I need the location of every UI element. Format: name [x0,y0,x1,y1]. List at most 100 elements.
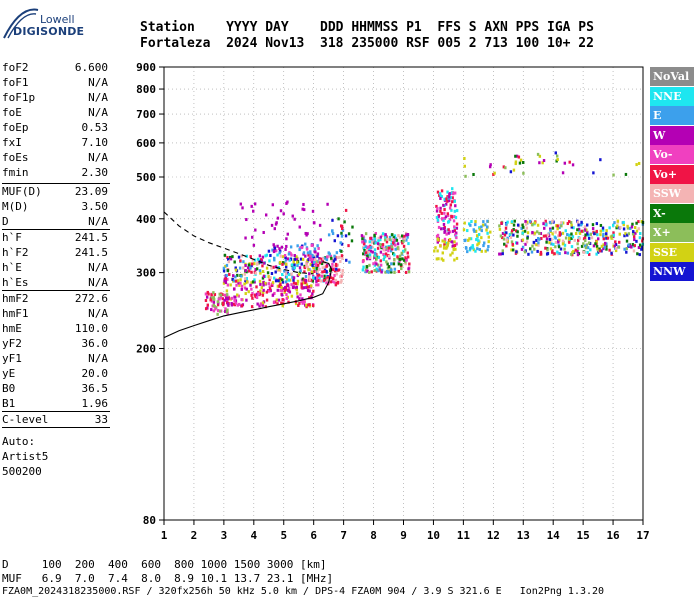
echo-point [311,292,314,296]
echo-point [314,262,318,266]
echo-point [302,281,305,285]
echo-point [273,258,276,262]
echo-point [436,240,440,244]
echo-point [578,231,582,235]
echo-point [207,292,210,296]
echo-point [223,293,227,297]
echo-point [401,249,405,253]
echo-point [307,253,310,257]
echo-point [559,247,563,251]
y-tick-label: 900 [136,61,156,74]
echo-point [253,258,257,262]
echo-point [284,285,287,289]
echo-point [577,238,580,242]
parameter-name: foF2 [2,61,29,74]
echo-point [316,254,319,258]
echo-point [632,235,636,239]
echo-point [443,229,447,233]
echo-point [234,275,237,279]
separator [2,427,110,428]
legend-item: W [650,125,694,145]
echo-point [583,225,587,229]
parameter-row: D N/A [2,214,108,229]
echo-point [372,262,375,266]
parameter-name: foF1p [2,91,36,104]
echo-point [302,286,305,290]
legend-item: Vo- [650,145,694,164]
echo-point [387,249,390,253]
echo-point [274,249,278,253]
x-tick-label: 9 [400,529,407,542]
echo-point [480,249,483,253]
echo-point [233,303,237,307]
echo-point [447,231,450,235]
echo-point [381,243,385,247]
echo-point [591,223,595,227]
echo-point [238,266,242,270]
echo-point [464,238,467,242]
echo-point [296,282,299,286]
echo-point [594,242,597,246]
echo-point [304,278,308,282]
echo-point [212,296,215,300]
echo-point [453,199,456,203]
echo-point [513,219,516,223]
echo-point [599,229,602,233]
echo-point [368,240,371,244]
echo-point [385,246,389,250]
echo-point [377,236,380,240]
echo-point [405,258,408,262]
echo-point [278,251,281,255]
echo-point [498,252,501,256]
echo-point [502,237,506,241]
echo-point [633,226,637,230]
echo-point [318,257,321,261]
echo-point [379,263,383,267]
echo-point [511,248,515,252]
echo-point [582,250,586,254]
echo-point [240,298,243,302]
echo-point [262,280,265,284]
parameter-row: h`Es N/A [2,275,108,290]
echo-point [489,163,492,167]
echo-point [249,266,252,270]
echo-point [304,231,307,235]
echo-point [239,259,242,263]
y-tick-label: 200 [136,343,156,356]
echo-point [311,279,315,283]
echo-point [535,238,538,242]
echo-point [286,288,290,292]
echo-point [619,225,622,229]
echo-point [557,240,560,244]
echo-point [446,190,449,194]
echo-point [244,279,247,283]
echo-point [271,293,275,297]
echo-point [599,233,602,237]
echo-point [576,242,579,246]
echo-point [328,252,331,256]
echo-point [501,232,505,236]
echo-point [478,227,482,231]
y-axis-ticks: 80 200 300 400 500 600 700 800 900 [136,61,164,527]
echo-point [386,237,389,241]
echo-point [531,244,534,248]
echo-point [311,263,314,267]
echo-point [236,303,239,307]
echo-point [366,245,369,249]
echo-point [205,295,209,299]
echo-point [255,267,259,271]
echo-point [304,274,308,278]
echo-point [348,260,351,264]
echo-point [474,229,478,233]
echo-point [638,236,642,240]
echo-point [369,245,373,249]
echo-point [580,244,584,248]
parameter-value: 36.5 [81,382,109,395]
echo-point [225,310,229,314]
echo-point [444,215,448,219]
echo-point [535,243,538,247]
echo-point [367,245,370,249]
echo-point [435,204,438,208]
echo-point [267,249,271,253]
echo-point [240,304,244,308]
